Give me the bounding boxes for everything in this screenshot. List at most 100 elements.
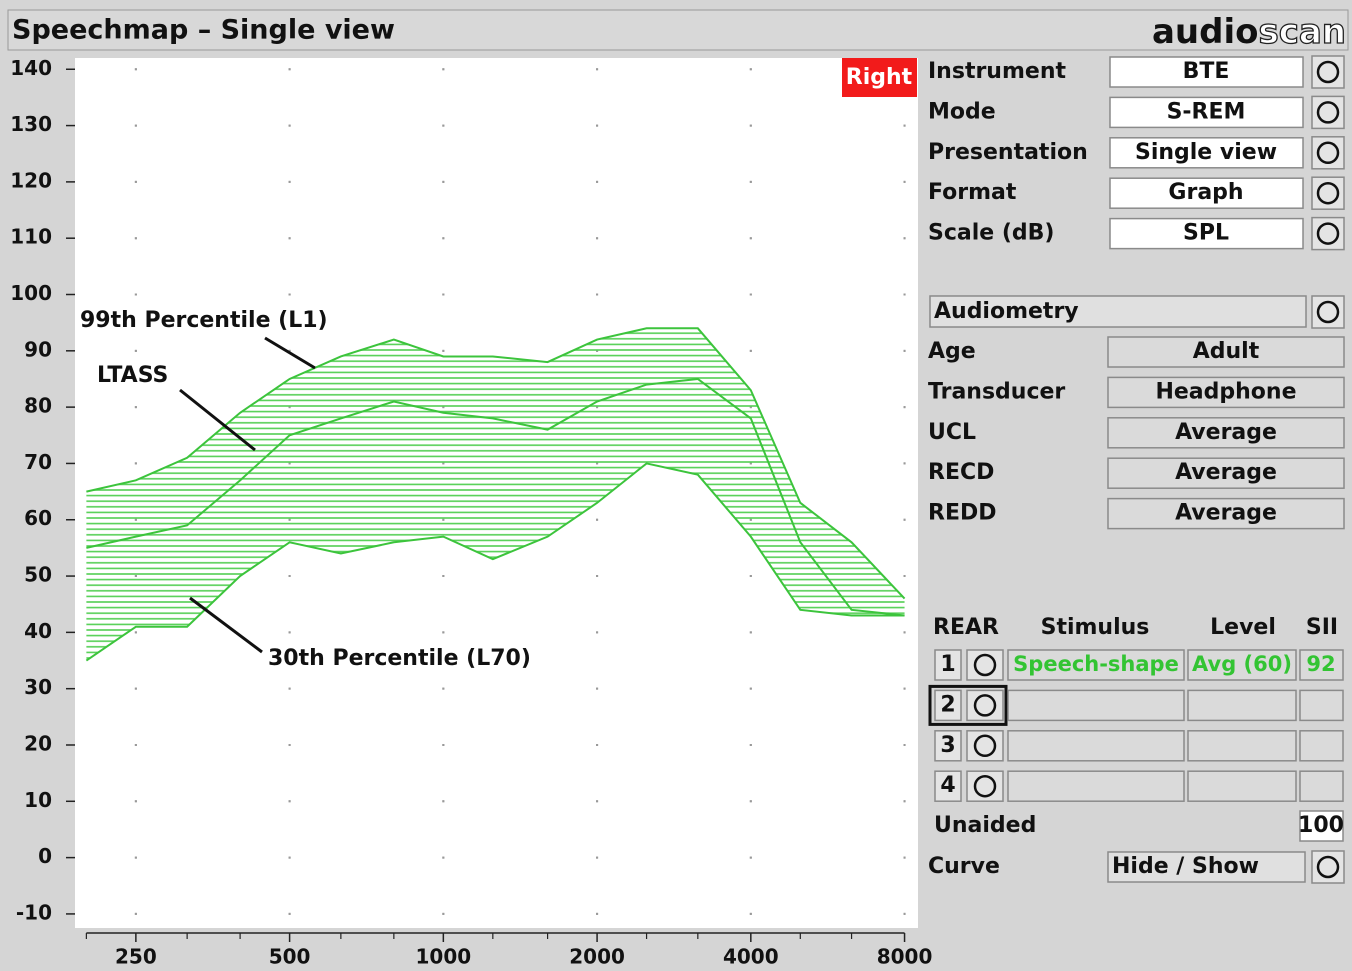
audiometry-value: Average (1175, 501, 1277, 526)
rear-number-button[interactable] (934, 649, 962, 681)
rear-cell (1187, 649, 1297, 681)
setting-value: S-REM (1167, 99, 1246, 124)
circle-icon (1316, 101, 1340, 124)
audiometry-label: REDD (928, 501, 997, 526)
curve-value: Hide / Show (1112, 854, 1259, 879)
y-tick-label: 0 (38, 844, 52, 868)
circle-icon (973, 734, 997, 758)
circle-icon (1316, 855, 1340, 879)
curve (86, 377, 905, 617)
curve (85, 462, 905, 662)
rear-cell (1299, 730, 1344, 762)
circle-icon (973, 653, 997, 677)
setting-field[interactable] (1109, 56, 1304, 88)
y-tick-label: 100 (10, 281, 52, 305)
circle-icon (1316, 181, 1340, 205)
y-tick-label: 50 (24, 563, 52, 587)
rear-cell (1007, 649, 1185, 681)
rear-cell (1299, 649, 1344, 681)
rear-number-button[interactable] (934, 770, 962, 802)
audiometry-value: Average (1175, 460, 1277, 485)
rear-number: 1 (940, 652, 955, 677)
setting-field[interactable] (1109, 217, 1304, 250)
rear-cell (1187, 730, 1297, 762)
x-tick-label: 8000 (877, 945, 933, 969)
audiometry-value: Average (1175, 420, 1277, 445)
y-tick-label: 110 (10, 225, 52, 249)
logo-outline: scan (1258, 12, 1346, 52)
audiometry-title: Audiometry (934, 299, 1079, 324)
y-tick-label: 90 (24, 337, 52, 361)
rear-cell (1007, 770, 1185, 802)
y-tick-label: -10 (16, 900, 52, 924)
y-tick-label: 120 (10, 168, 52, 192)
setting-value: Graph (1168, 180, 1243, 205)
audiometry-label: Age (928, 339, 976, 364)
ear-badge (842, 58, 917, 97)
audiometry-field (1107, 336, 1345, 368)
annotation-leader (179, 388, 256, 452)
audiometry-field (1107, 457, 1345, 489)
annotation-leader (264, 336, 316, 370)
unaided-value: 100 (1298, 813, 1344, 838)
curve-field[interactable] (1107, 851, 1306, 883)
y-tick-label: 20 (24, 731, 52, 755)
circle-icon (1316, 60, 1340, 84)
x-tick-label: 250 (115, 945, 157, 969)
rear-header: REAR (933, 615, 999, 640)
x-tick-label: 4000 (723, 945, 779, 969)
rear-number: 3 (940, 733, 955, 758)
circle-icon (973, 694, 997, 717)
audiometry-label: RECD (928, 460, 994, 485)
setting-field[interactable] (1109, 177, 1304, 209)
setting-field[interactable] (1109, 96, 1304, 129)
annotation: 30th Percentile (L70) (268, 646, 531, 671)
x-tick-label: 500 (269, 945, 311, 969)
setting-label: Scale (dB) (928, 221, 1054, 246)
setting-label: Format (928, 180, 1017, 205)
setting-field[interactable] (1109, 137, 1304, 169)
y-tick-label: 10 (24, 788, 52, 812)
setting-value: BTE (1183, 59, 1230, 84)
rear-number: 2 (940, 692, 955, 717)
y-tick-label: 30 (24, 675, 52, 699)
circle-icon (1316, 141, 1340, 165)
logo: audioscan (1152, 12, 1346, 52)
audiometry-value: Headphone (1155, 379, 1296, 404)
rear-header: SII (1306, 615, 1338, 640)
y-tick-label: 130 (10, 112, 52, 136)
setting-label: Mode (928, 99, 996, 124)
setting-value: Single view (1135, 140, 1277, 165)
window-title: Speechmap – Single view (12, 15, 395, 46)
rear-stimulus: Speech-shape (1013, 652, 1179, 676)
audiometry-value: Adult (1193, 339, 1260, 364)
rear-cell (1007, 730, 1185, 762)
y-tick-label: 40 (24, 619, 52, 643)
rear-header: Stimulus (1041, 615, 1150, 640)
x-tick-label: 1000 (416, 945, 472, 969)
percentile-band (86, 328, 905, 661)
rear-cell (1007, 689, 1185, 722)
rear-cell (1299, 689, 1344, 722)
audiometry-label: Transducer (928, 379, 1065, 404)
audiometry-field (1107, 376, 1345, 409)
circle-icon (1316, 300, 1340, 324)
ear-label: Right (846, 65, 913, 90)
title-bar (7, 9, 1349, 51)
y-tick-label: 80 (24, 394, 52, 418)
circle-icon (1316, 222, 1340, 245)
setting-label: Presentation (928, 140, 1088, 165)
rear-cell (1299, 770, 1344, 802)
rear-number: 4 (940, 773, 955, 798)
rear-cell (1187, 770, 1297, 802)
audiometry-button[interactable] (929, 295, 1307, 328)
audiometry-label: UCL (928, 420, 976, 445)
rear-number-button[interactable] (934, 730, 962, 762)
rear-number-button[interactable] (934, 689, 962, 722)
audiometry-field (1107, 497, 1345, 530)
curve (86, 327, 906, 600)
unaided-label: Unaided (934, 813, 1036, 838)
x-tick-label: 2000 (569, 945, 625, 969)
selection-frame (928, 684, 1008, 726)
